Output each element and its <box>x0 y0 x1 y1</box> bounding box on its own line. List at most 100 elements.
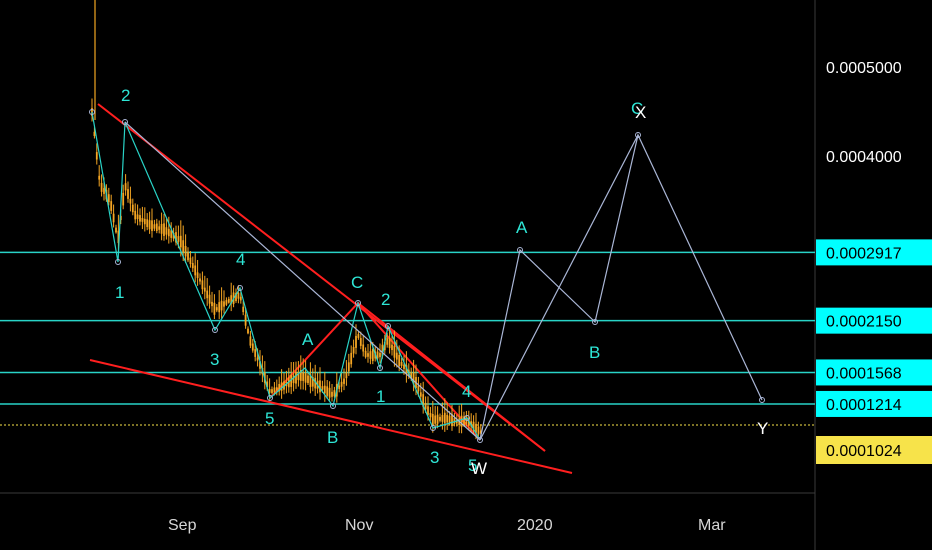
candle-body <box>463 416 465 425</box>
wave-label: B <box>589 343 600 362</box>
candle-body <box>127 189 129 199</box>
wave-label: 2 <box>381 290 390 309</box>
candle-body <box>160 223 163 234</box>
candle-body <box>371 348 374 362</box>
candle-body <box>475 423 477 433</box>
candle-body <box>326 386 329 396</box>
candle-body <box>199 278 201 282</box>
candle-body <box>170 230 173 238</box>
candle-body <box>194 265 197 276</box>
candle-body <box>419 392 422 397</box>
candle-body <box>139 215 141 222</box>
horizontal-levels <box>0 251 815 405</box>
level-price-label: 0.0002150 <box>826 314 902 331</box>
candle-body <box>302 372 305 381</box>
candle-body <box>182 240 185 253</box>
candle-body <box>244 314 247 326</box>
candle-body <box>403 364 405 369</box>
y-tick-label: 0.0004000 <box>826 149 902 166</box>
candle-body <box>422 394 425 407</box>
candle-body <box>155 223 158 232</box>
wave-label: 5 <box>468 456 477 475</box>
candle-body <box>256 357 259 361</box>
candle-body <box>143 218 146 225</box>
candle-body <box>386 338 389 345</box>
candle-body <box>141 218 144 222</box>
candle-body <box>131 204 134 213</box>
candle-body <box>439 416 441 421</box>
candle-body <box>206 290 209 299</box>
wave-label: A <box>516 218 528 237</box>
candle-body <box>323 385 326 394</box>
price-tags: 0.0002917 0.0002150 0.0001568 0.0001214 0.00… <box>816 239 932 464</box>
candle-body <box>350 352 353 365</box>
x-tick-label: Mar <box>698 517 726 534</box>
candle-body <box>177 236 180 242</box>
candle-body <box>369 351 372 359</box>
wave-projection <box>479 133 763 441</box>
candle-body <box>259 361 261 369</box>
candle-body <box>215 307 218 311</box>
candle-body <box>331 391 333 397</box>
candle-body <box>311 377 314 387</box>
candle-body <box>455 419 458 424</box>
candle-body <box>95 152 98 160</box>
candle-body <box>148 220 151 230</box>
candle-body <box>333 390 336 397</box>
candle-body <box>292 375 295 384</box>
candle-body <box>273 387 276 393</box>
candle-body <box>275 387 278 391</box>
candle-body <box>393 345 396 358</box>
candle-body <box>235 293 237 301</box>
candle-body <box>400 361 403 366</box>
candle-body <box>103 188 105 194</box>
candle-body <box>477 426 480 435</box>
candle-body <box>211 301 213 307</box>
candle-body <box>436 414 439 424</box>
candle-body <box>340 381 343 387</box>
candle-body <box>388 337 391 349</box>
wave-label: A <box>302 330 314 349</box>
candle-body <box>321 386 324 390</box>
candle-body <box>163 223 165 236</box>
wave-projection-2 <box>479 134 639 441</box>
candle-body <box>364 350 367 358</box>
wave-label: Y <box>757 419 768 438</box>
candle-body <box>362 344 365 352</box>
candle-body <box>479 430 482 434</box>
candle-body <box>434 415 437 424</box>
candle-body <box>347 362 350 372</box>
candle-body <box>184 245 187 257</box>
candle-body <box>295 371 297 384</box>
candle-body <box>242 306 245 313</box>
candle-body <box>191 263 194 269</box>
candle-body <box>398 355 401 367</box>
candle-body <box>304 373 307 383</box>
current-price-label: 0.0001024 <box>826 443 902 460</box>
wave-label: W <box>471 459 487 478</box>
level-price-label: 0.0001568 <box>826 365 902 382</box>
candle-body <box>441 415 444 422</box>
candle-body <box>307 375 309 383</box>
candle-body <box>314 377 317 389</box>
y-tick-label: 0.0005000 <box>826 60 902 77</box>
candle-body <box>460 415 463 427</box>
candle-body <box>290 374 293 387</box>
candle-body <box>367 353 369 357</box>
candle-body <box>443 412 446 424</box>
candle-body <box>343 378 345 384</box>
candle-body <box>319 380 321 393</box>
candle-body <box>271 389 273 393</box>
pivot-points <box>89 109 765 443</box>
candle-body <box>203 287 206 292</box>
wave-label: B <box>327 428 338 447</box>
candle-body <box>112 213 115 223</box>
current-price-tag <box>816 436 932 464</box>
candle-body <box>189 257 192 264</box>
candle-body <box>93 131 96 136</box>
wave-label: C <box>351 273 363 292</box>
wave-label: C <box>631 99 643 118</box>
candle-body <box>376 351 379 359</box>
candle-body <box>299 369 302 381</box>
